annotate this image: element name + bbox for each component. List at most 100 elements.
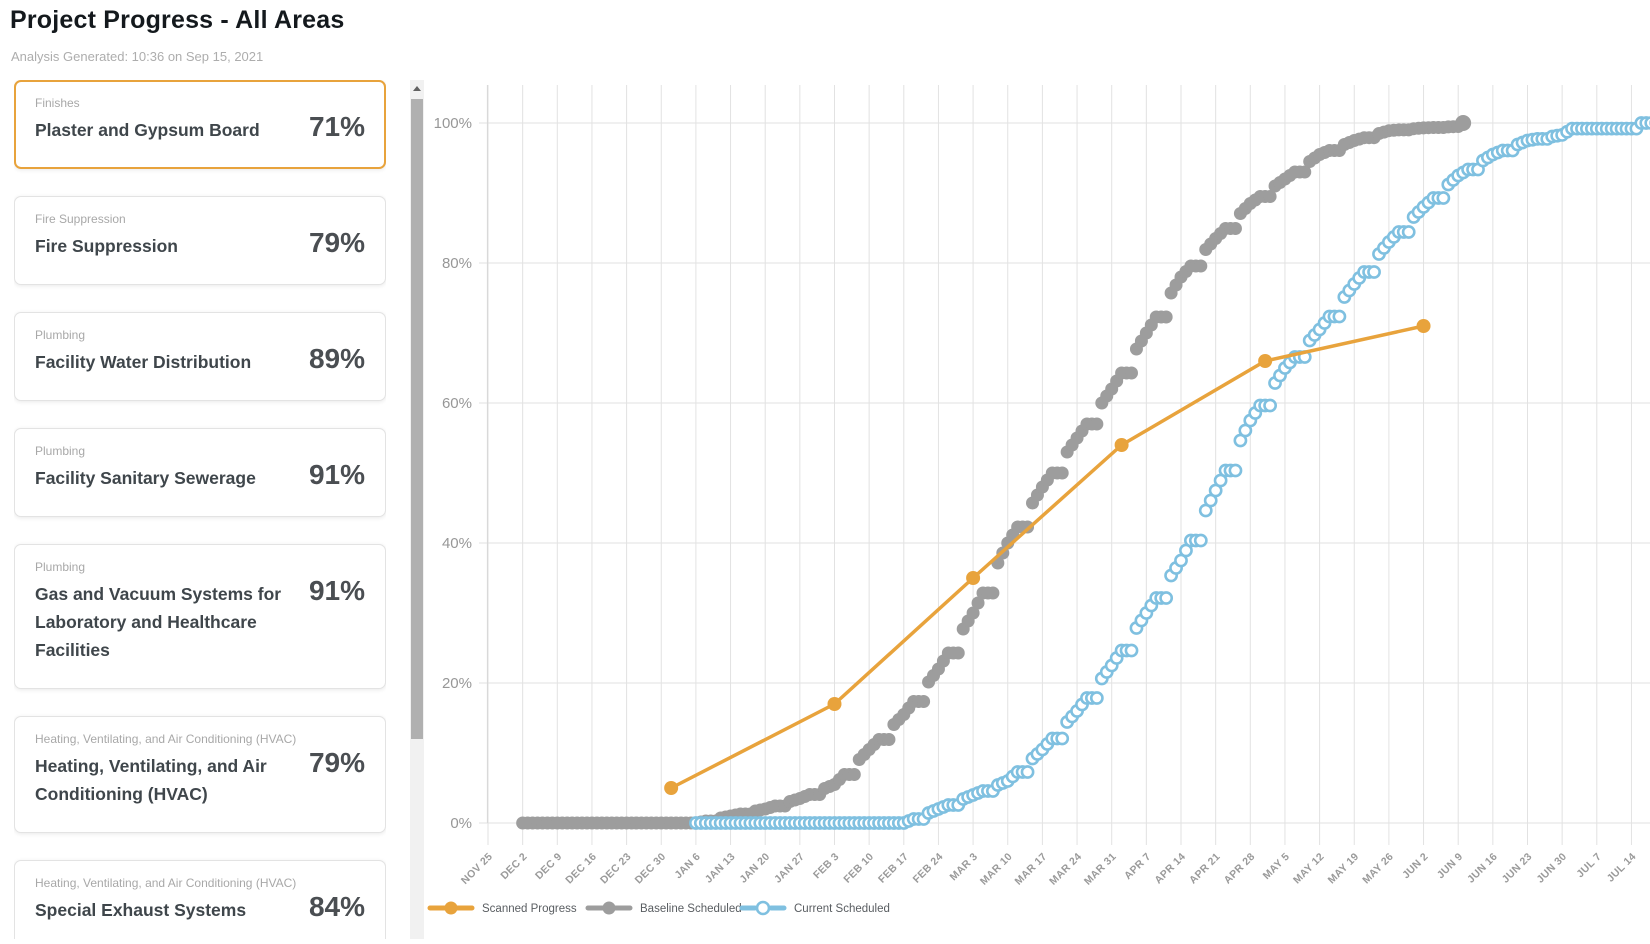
baseline-point bbox=[1090, 417, 1104, 431]
card-category: Plumbing bbox=[35, 444, 86, 458]
area-card[interactable]: Fire Suppression Fire Suppression 79% bbox=[14, 196, 386, 285]
card-progress-value: 91% bbox=[308, 459, 365, 490]
y-tick-label: 80% bbox=[442, 255, 472, 272]
x-tick-label: MAR 31 bbox=[1082, 851, 1119, 888]
current-scheduled-point bbox=[1436, 191, 1451, 205]
legend-label: Baseline Scheduled bbox=[640, 903, 742, 915]
scanned-progress-line bbox=[670, 324, 1424, 790]
card-title: Fire Suppression bbox=[35, 236, 178, 256]
legend-item-current-scheduled[interactable]: Current Scheduled bbox=[739, 900, 890, 916]
x-tick-label: MAY 26 bbox=[1360, 851, 1396, 887]
scrollbar-up-arrow[interactable] bbox=[410, 80, 424, 97]
current-scheduled-point bbox=[1401, 225, 1416, 239]
baseline-point bbox=[1298, 165, 1312, 179]
sidebar-scrollbar[interactable] bbox=[410, 80, 424, 939]
y-tick-label: 60% bbox=[442, 395, 472, 412]
x-tick-label: MAY 5 bbox=[1261, 851, 1292, 882]
area-card[interactable]: Finishes Plaster and Gypsum Board 71% bbox=[14, 80, 386, 169]
x-tick-label: MAR 10 bbox=[978, 851, 1015, 888]
baseline-point bbox=[1055, 466, 1069, 480]
x-tick-label: MAY 19 bbox=[1326, 851, 1362, 887]
area-card[interactable]: Plumbing Gas and Vacuum Systems for Labor… bbox=[14, 544, 386, 689]
x-tick-label: MAY 12 bbox=[1291, 851, 1327, 887]
baseline-point bbox=[951, 646, 965, 660]
x-tick-label: JAN 27 bbox=[772, 851, 807, 886]
x-tick-label: JUL 7 bbox=[1574, 851, 1604, 881]
grid bbox=[479, 85, 1650, 845]
x-tick-label: APR 28 bbox=[1222, 851, 1258, 887]
scanned-progress-point bbox=[1114, 438, 1129, 452]
card-category: Heating, Ventilating, and Air Conditioni… bbox=[35, 876, 297, 890]
current-scheduled-point bbox=[1228, 463, 1243, 478]
y-tick-label: 0% bbox=[450, 815, 472, 832]
x-tick-label: APR 21 bbox=[1187, 851, 1223, 887]
x-tick-label: JUN 23 bbox=[1500, 851, 1535, 886]
area-card[interactable]: Heating, Ventilating, and Air Conditioni… bbox=[14, 860, 386, 939]
current-scheduled-point bbox=[1089, 691, 1104, 705]
legend-item-baseline-scheduled[interactable]: Baseline Scheduled bbox=[585, 901, 742, 916]
card-progress-value: 71% bbox=[308, 111, 365, 142]
up-arrow-icon bbox=[413, 86, 421, 91]
card-category: Fire Suppression bbox=[35, 212, 126, 226]
baseline-point bbox=[1159, 310, 1173, 324]
x-tick-label: JAN 13 bbox=[703, 851, 738, 886]
x-tick-label: JUL 14 bbox=[1605, 851, 1639, 885]
area-card[interactable]: Plumbing Facility Water Distribution 89% bbox=[14, 312, 386, 401]
scanned-progress-point bbox=[827, 697, 842, 711]
card-progress-value: 89% bbox=[308, 343, 365, 374]
x-tick-label: JUN 2 bbox=[1400, 851, 1431, 882]
x-tick-label: JUN 16 bbox=[1465, 851, 1500, 886]
area-card[interactable]: Plumbing Facility Sanitary Sewerage 91% bbox=[14, 428, 386, 517]
current-scheduled-point bbox=[1367, 265, 1381, 279]
series-current-scheduled bbox=[688, 116, 1650, 830]
series-scanned-progress bbox=[664, 319, 1431, 795]
scanned-progress-point bbox=[1258, 354, 1273, 368]
progress-chart: 0% 20% 40% 60% 80% 100% NOV 25 DEC 2 DEC 9 DEC 16… bbox=[420, 75, 1650, 939]
current-scheduled-point bbox=[1020, 765, 1035, 779]
card-category: Heating, Ventilating, and Air Conditioni… bbox=[35, 732, 297, 746]
x-tick-label: MAR 17 bbox=[1013, 851, 1050, 888]
current-scheduled-point bbox=[1193, 533, 1208, 548]
x-tick-label: JUN 30 bbox=[1534, 851, 1569, 886]
baseline-point bbox=[966, 606, 980, 620]
x-tick-label: APR 14 bbox=[1152, 851, 1188, 887]
card-title: Facility Sanitary Sewerage bbox=[35, 468, 256, 488]
x-tick-label: DEC 16 bbox=[563, 851, 599, 887]
card-progress-value: 79% bbox=[308, 747, 365, 778]
baseline-point bbox=[971, 596, 985, 610]
card-category: Plumbing bbox=[35, 560, 86, 574]
scrollbar-thumb[interactable] bbox=[411, 99, 423, 739]
current-scheduled-point bbox=[1263, 398, 1277, 413]
x-tick-label: NOV 25 bbox=[459, 851, 495, 887]
baseline-point bbox=[1228, 222, 1242, 235]
x-tick-label: DEC 2 bbox=[498, 851, 529, 882]
x-tick-label: DEC 30 bbox=[633, 851, 669, 887]
current-scheduled-point bbox=[1644, 116, 1650, 130]
y-tick-label: 40% bbox=[442, 535, 472, 552]
card-progress-value: 79% bbox=[308, 227, 365, 258]
series-baseline-scheduled bbox=[516, 115, 1472, 830]
legend-item-scanned-progress[interactable]: Scanned Progress bbox=[427, 901, 577, 916]
area-card[interactable]: Heating, Ventilating, and Air Conditioni… bbox=[14, 716, 386, 833]
page-title: Project Progress - All Areas bbox=[10, 6, 345, 34]
current-scheduled-point bbox=[1332, 309, 1347, 324]
legend-dot-icon bbox=[602, 901, 616, 915]
analysis-timestamp: Analysis Generated: 10:36 on Sep 15, 202… bbox=[11, 49, 264, 64]
scanned-progress-point bbox=[966, 571, 981, 585]
current-scheduled-point bbox=[1159, 591, 1174, 605]
x-tick-label: DEC 23 bbox=[598, 851, 634, 887]
baseline-end-point bbox=[1455, 115, 1472, 131]
x-tick-label: JAN 6 bbox=[672, 851, 703, 882]
card-title: Special Exhaust Systems bbox=[35, 900, 247, 920]
x-tick-label: MAR 3 bbox=[948, 851, 981, 884]
scanned-progress-point bbox=[664, 781, 679, 795]
card-title: Facility Water Distribution bbox=[35, 352, 252, 372]
card-title: Plaster and Gypsum Board bbox=[35, 120, 260, 140]
area-card-list: Finishes Plaster and Gypsum Board 71% Fire … bbox=[14, 80, 386, 939]
card-title: Gas and Vacuum Systems for Laboratory an… bbox=[35, 584, 282, 660]
y-tick-label: 20% bbox=[442, 675, 472, 692]
scanned-progress-point bbox=[1416, 319, 1431, 333]
baseline-point bbox=[882, 733, 896, 746]
